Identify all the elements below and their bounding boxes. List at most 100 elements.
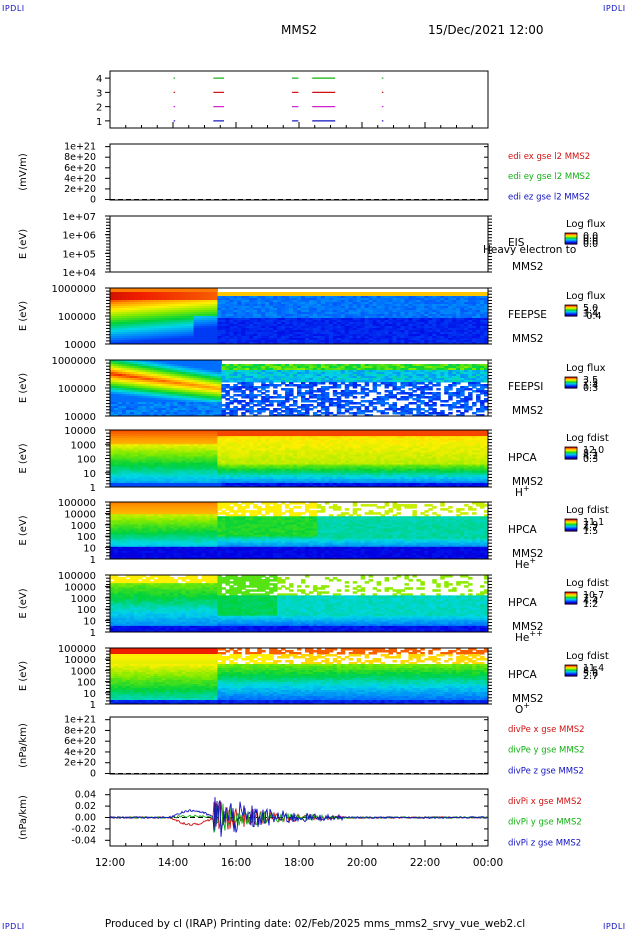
feeps_e-heatmap-cell xyxy=(297,334,302,337)
feeps_i-heatmap-cell xyxy=(336,400,342,403)
feeps_i-heatmap-cell xyxy=(153,364,159,367)
feeps_i-heatmap-cell xyxy=(145,410,151,413)
feeps_i-heatmap-cell xyxy=(165,390,171,393)
feeps_i-heatmap-cell xyxy=(113,394,119,397)
feeps_e-heatmap-cell xyxy=(388,312,394,315)
feeps_i-heatmap-cell xyxy=(404,374,409,377)
feeps_i-heatmap-cell xyxy=(257,400,262,403)
feeps_i-heatmap-cell xyxy=(332,374,338,377)
feeps_e-heatmap-cell xyxy=(141,292,147,295)
feeps_i-heatmap-cell xyxy=(241,378,246,381)
feeps_i-heatmap-cell xyxy=(253,388,258,391)
feeps_e-heatmap-cell xyxy=(193,300,199,303)
feeps_i-heatmap-cell xyxy=(153,392,159,395)
feeps_e-heatmap-cell xyxy=(149,336,155,339)
feeps_i-heatmap-cell xyxy=(165,378,171,381)
feeps_e-heatmap-cell xyxy=(249,342,254,345)
feeps_i-heatmap-cell xyxy=(121,396,127,399)
feeps_e-heatmap-cell xyxy=(340,292,346,295)
feeps_i-heatmap-cell xyxy=(173,408,179,411)
feeps_e-heatmap-cell xyxy=(480,332,485,335)
feeps_i-heatmap-cell xyxy=(328,398,334,401)
feeps_e-heatmap-cell xyxy=(420,324,425,327)
feeps_i-heatmap-cell xyxy=(360,390,366,393)
feeps_e-heatmap-cell xyxy=(464,306,469,309)
feeps_i-heatmap-cell xyxy=(121,402,127,405)
feeps_e-heatmap-cell xyxy=(233,296,238,299)
feeps_e-heatmap-cell xyxy=(249,322,254,325)
feeps_e-heatmap-cell xyxy=(241,296,246,299)
feeps_i-heatmap-cell xyxy=(209,368,214,371)
feeps_e-heatmap-cell xyxy=(304,314,310,317)
feeps_e-heatmap-cell xyxy=(472,328,477,331)
feeps_i-heatmap-cell xyxy=(304,372,310,375)
feeps_e-heatmap-cell xyxy=(237,294,242,297)
feeps_i-heatmap-cell xyxy=(125,366,131,369)
feeps_i-heatmap-cell xyxy=(372,378,378,381)
feeps_e-heatmap-cell xyxy=(253,342,258,345)
feeps_i-heatmap-cell xyxy=(356,392,362,395)
hpca_h-heatmap-cell xyxy=(110,468,115,472)
feeps_e-heatmap-cell xyxy=(225,304,230,307)
feeps_e-heatmap-cell xyxy=(448,326,453,329)
feeps_i-heatmap-cell xyxy=(221,410,226,413)
feeps_e-heatmap-cell xyxy=(428,338,433,341)
feeps_e-heatmap-cell xyxy=(460,316,465,319)
feeps_e-heatmap-cell xyxy=(436,342,441,345)
feeps_i-heatmap-cell xyxy=(460,368,465,371)
feeps_i-heatmap-cell xyxy=(360,396,366,399)
feeps_e-heatmap-cell xyxy=(261,334,266,337)
feeps_i-heatmap-cell xyxy=(113,370,119,373)
feeps_i-heatmap-cell xyxy=(273,400,278,403)
feeps_e-heatmap-cell xyxy=(424,306,429,309)
feeps_e-heatmap-cell xyxy=(157,312,163,315)
feeps_e-heatmap-cell xyxy=(121,294,127,297)
feeps_e-heatmap-cell xyxy=(269,324,274,327)
feeps_e-heatmap-cell xyxy=(412,342,417,345)
feeps_e-heatmap-cell xyxy=(269,316,274,319)
feeps_i-heatmap-cell xyxy=(193,404,199,407)
feeps_e-heatmap-cell xyxy=(316,292,322,295)
feeps_i-heatmap-cell xyxy=(273,378,278,381)
feeps_e-heatmap-cell xyxy=(440,328,445,331)
feeps_i-heatmap-cell xyxy=(476,380,481,383)
feeps_i-heatmap-cell xyxy=(201,360,206,363)
feeps_e-heatmap-cell xyxy=(197,306,203,309)
hpca_h-heatmap-cell xyxy=(113,478,119,482)
feeps_i-heatmap-cell xyxy=(300,374,306,377)
feeps_i-heatmap-cell xyxy=(110,404,115,407)
feeps_i-heatmap-cell xyxy=(145,382,151,385)
feeps_e-heatmap-cell xyxy=(213,296,218,299)
feeps_i-heatmap-cell xyxy=(472,386,477,389)
feeps_e-heatmap-cell xyxy=(364,304,370,307)
feeps_e-heatmap-cell xyxy=(372,320,378,323)
feeps_e-heatmap-cell xyxy=(225,318,230,321)
feeps_i-heatmap-cell xyxy=(125,402,131,405)
feeps_e-heatmap-cell xyxy=(153,342,159,345)
feeps_i-heatmap-cell xyxy=(121,372,127,375)
feeps_i-heatmap-cell xyxy=(253,370,258,373)
feeps_e-heatmap-cell xyxy=(344,334,350,337)
feeps_e-heatmap-cell xyxy=(257,304,262,307)
feeps_e-heatmap-cell xyxy=(137,288,143,291)
feeps_e-heatmap-cell xyxy=(424,320,429,323)
feeps_e-heatmap-cell xyxy=(408,332,413,335)
spacecraft-title: MMS2 xyxy=(281,23,317,37)
feeps_i-heatmap-cell xyxy=(177,364,183,367)
hpca_h-heatmap-cell xyxy=(113,458,119,462)
feeps_i-heatmap-cell xyxy=(440,410,445,413)
feeps_e-heatmap-cell xyxy=(324,332,330,335)
feeps_i-heatmap-cell xyxy=(201,398,206,401)
feeps_e-heatmap-cell xyxy=(460,320,465,323)
feeps_e-heatmap-cell xyxy=(440,322,445,325)
feeps_e-heatmap-cell xyxy=(400,292,405,295)
feeps_i-heatmap-cell xyxy=(304,364,310,367)
feeps_i-heatmap-cell xyxy=(149,374,155,377)
feeps_i-heatmap-cell xyxy=(177,378,183,381)
feeps_i-heatmap-cell xyxy=(416,372,421,375)
feeps_i-heatmap-cell xyxy=(304,390,310,393)
feeps_e-heatmap-cell xyxy=(472,294,477,297)
feeps_e-heatmap-cell xyxy=(468,306,473,309)
feeps_i-heatmap-cell xyxy=(293,368,298,371)
feeps_i-colorbar-tick: 3.5 xyxy=(583,375,598,386)
